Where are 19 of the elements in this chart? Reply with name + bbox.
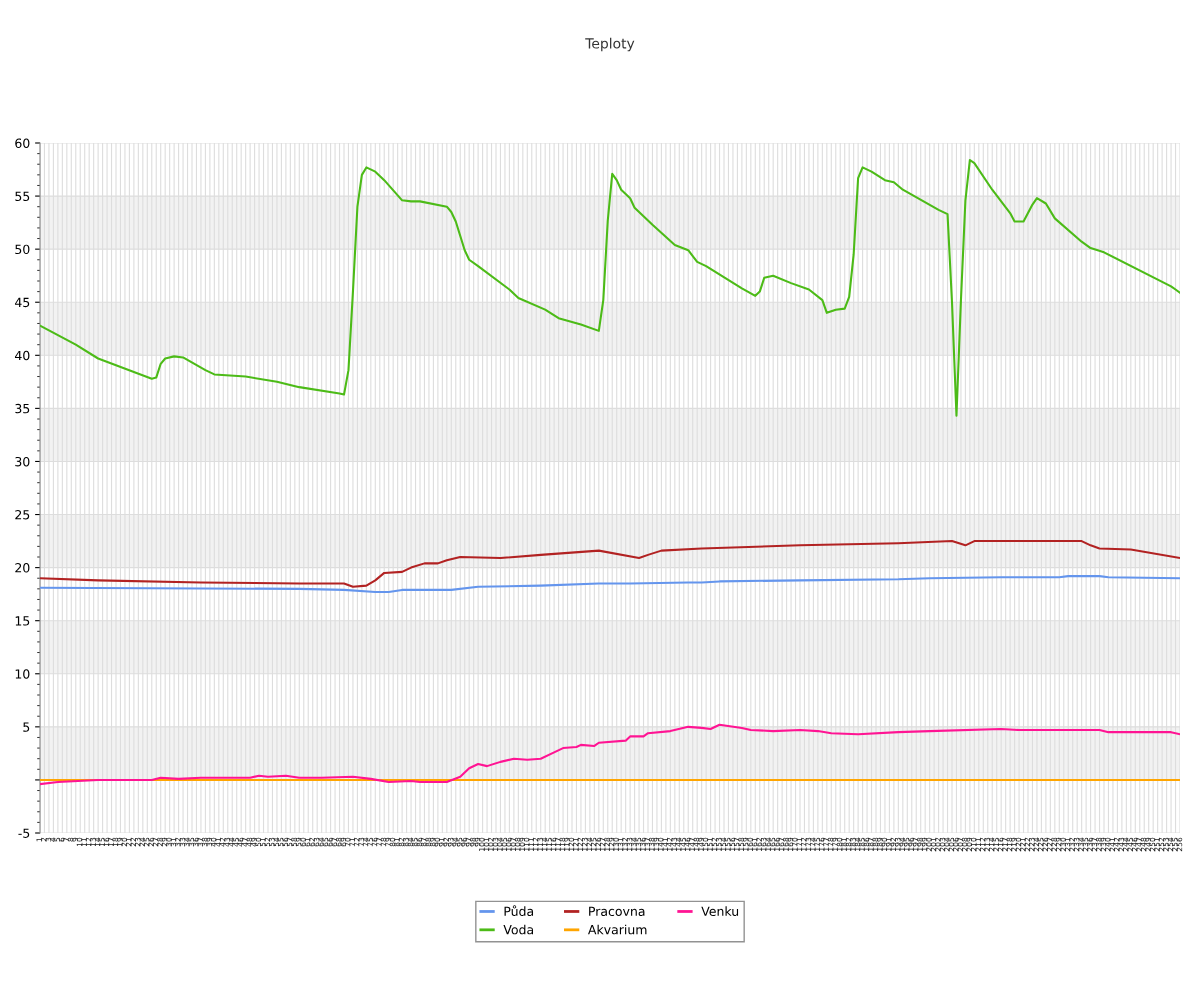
y-tick-label: 60 [15,138,30,148]
legend-label: Pracovna [589,906,645,917]
y-tick-label: 35 [15,403,30,414]
y-tick-label: 40 [14,350,30,361]
y-tick-label: 5 [23,722,30,732]
y-tick-label: 25 [15,510,30,520]
legend-label: Akvarium [588,924,647,935]
y-tick-label: 50 [15,244,30,255]
y-tick-label: 15 [15,616,30,626]
chart-title: Teploty [585,37,635,52]
legend-label: Venku [701,906,739,917]
y-tick-label: -5 [18,828,30,838]
legend-label: Půda [504,905,534,917]
y-tick-label: 55 [15,191,30,201]
y-tick-label: 20 [15,563,30,573]
y-tick-label: 10 [15,669,30,679]
y-tick-label: 45 [14,297,30,308]
legend-label: Voda [503,924,534,935]
y-tick-label: 30 [15,456,30,467]
